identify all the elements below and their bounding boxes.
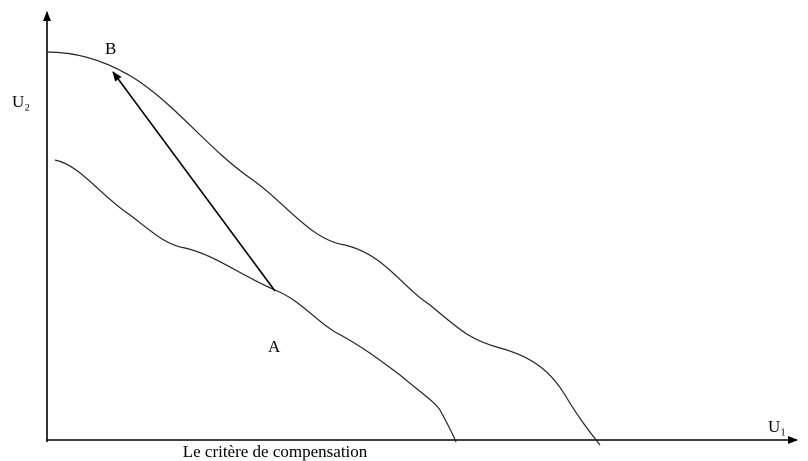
outer-frontier <box>46 51 601 446</box>
caption: Le critère de compensation <box>183 442 368 461</box>
axis-label: U₂ <box>12 92 30 111</box>
point-label: A <box>268 337 281 356</box>
arrow <box>112 71 276 292</box>
axis-label: U₁ <box>768 417 786 436</box>
point-label: B <box>105 39 116 58</box>
inner-frontier <box>54 159 457 443</box>
